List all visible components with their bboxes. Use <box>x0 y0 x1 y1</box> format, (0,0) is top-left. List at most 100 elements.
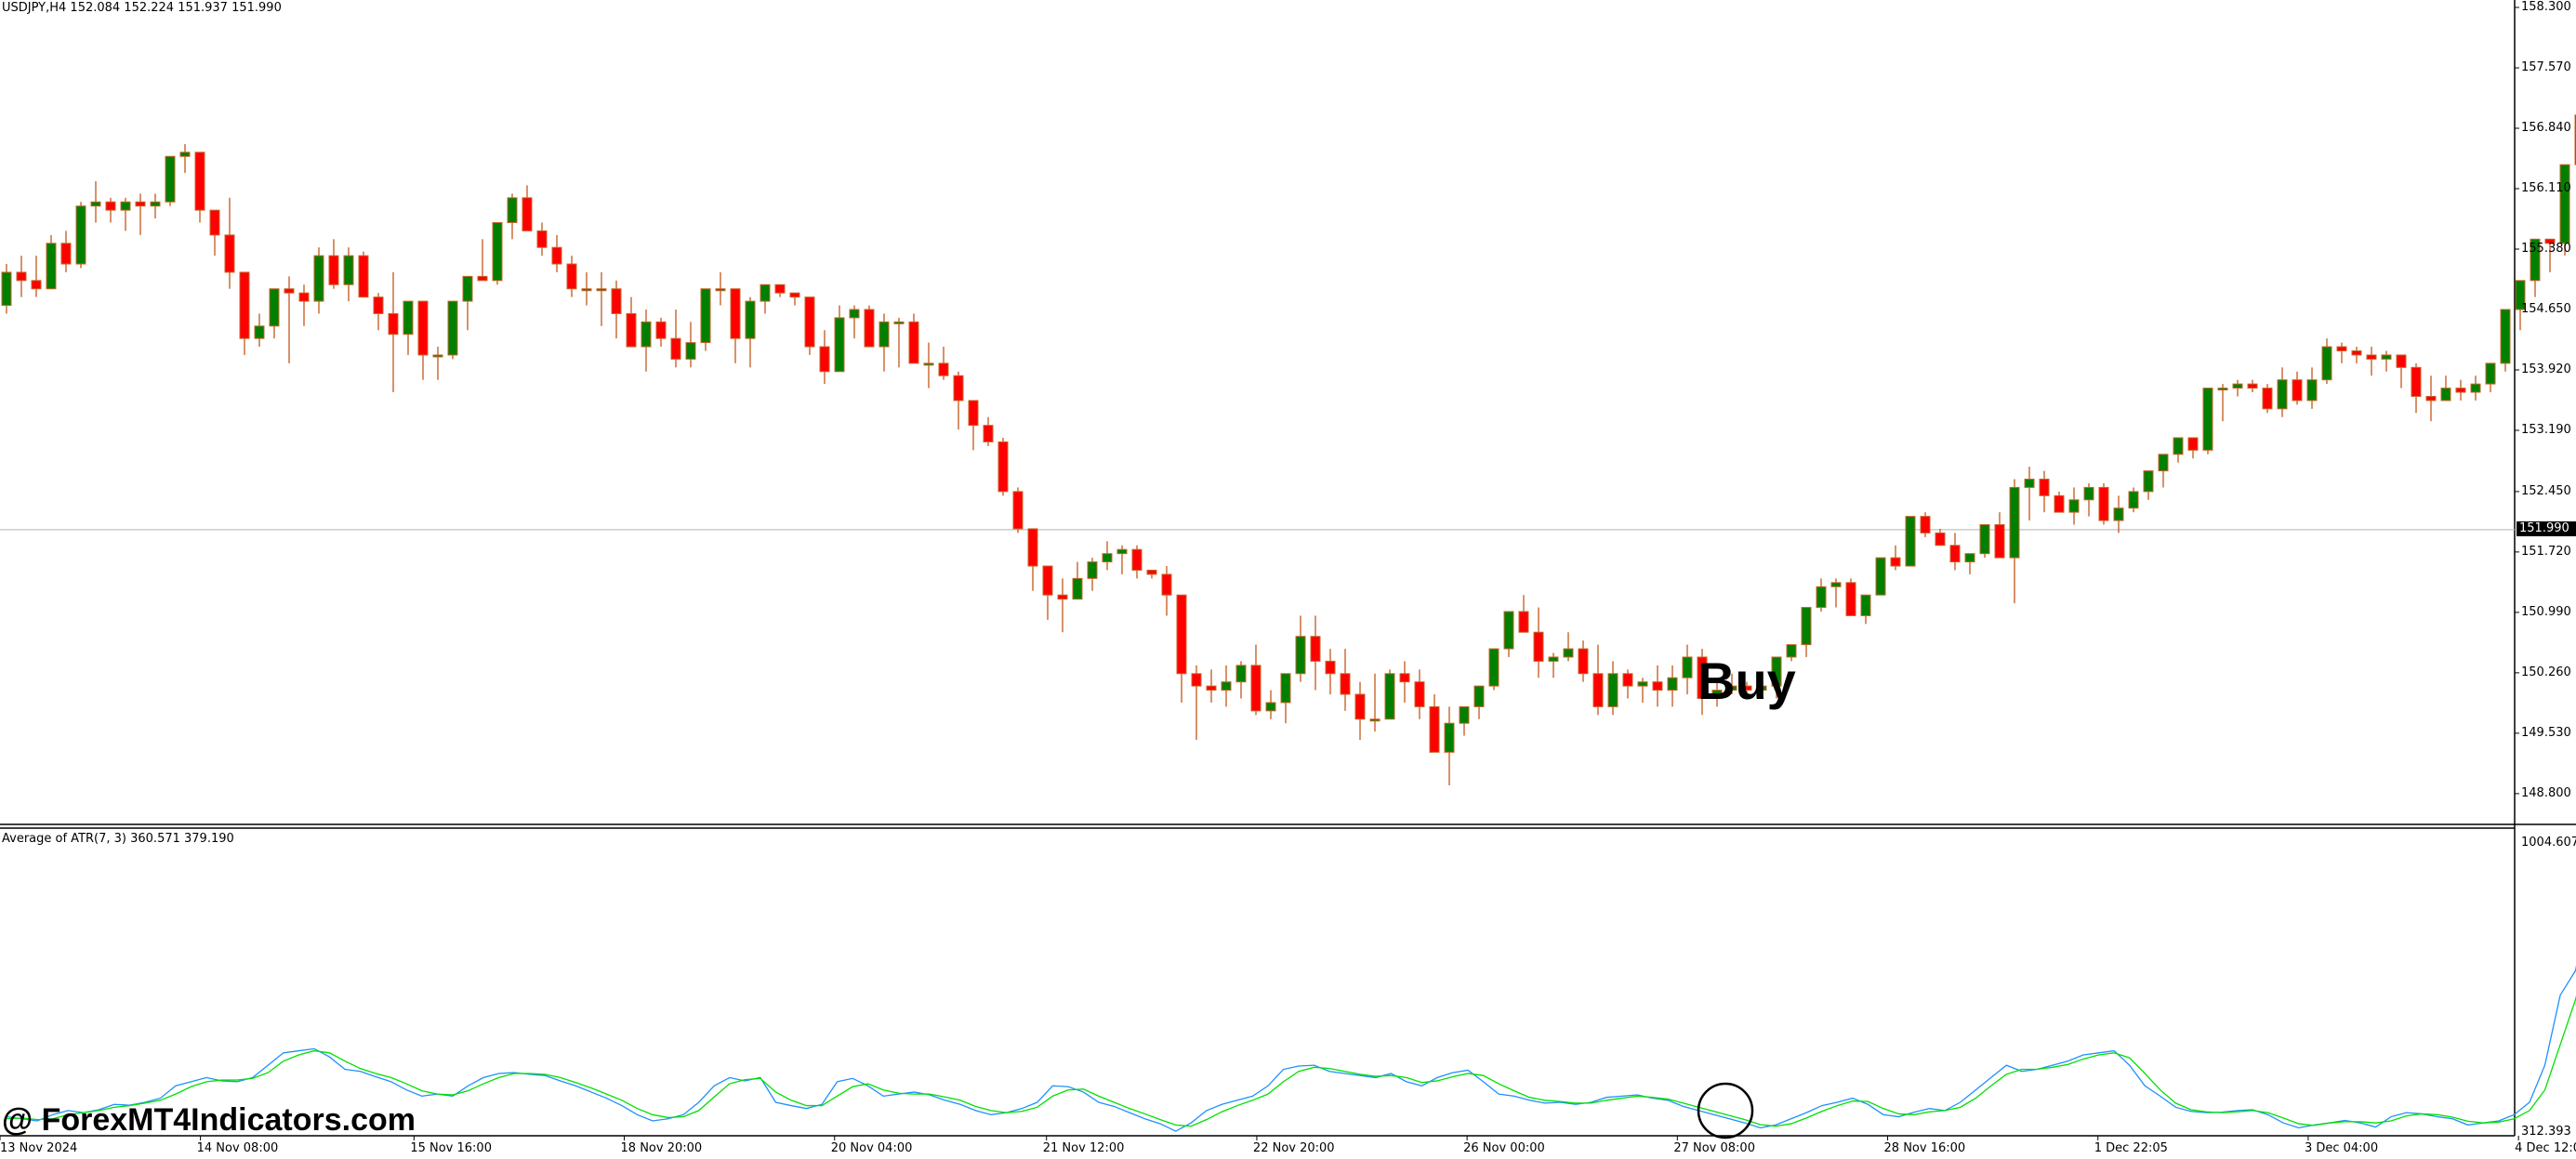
bear-candle[interactable] <box>2455 388 2466 393</box>
bull-candle[interactable] <box>2113 507 2124 521</box>
bull-candle[interactable] <box>2173 437 2184 455</box>
bear-candle[interactable] <box>1994 524 2005 559</box>
bull-candle[interactable] <box>403 300 414 336</box>
bear-candle[interactable] <box>2425 395 2437 402</box>
bear-candle[interactable] <box>774 283 786 294</box>
bear-candle[interactable] <box>804 296 815 348</box>
bull-candle[interactable] <box>179 151 191 157</box>
bear-candle[interactable] <box>60 243 72 265</box>
bull-candle[interactable] <box>150 201 161 207</box>
bull-candle[interactable] <box>90 201 101 207</box>
bear-candle[interactable] <box>670 337 681 360</box>
bull-candle[interactable] <box>2143 470 2154 493</box>
bull-candle[interactable] <box>1235 665 1247 683</box>
bull-candle[interactable] <box>2306 379 2318 402</box>
bear-candle[interactable] <box>31 280 42 290</box>
bull-candle[interactable] <box>1295 636 1306 675</box>
bull-candle[interactable] <box>432 354 443 358</box>
bear-candle[interactable] <box>968 400 979 427</box>
bull-candle[interactable] <box>1503 611 1514 650</box>
bull-candle[interactable] <box>2158 454 2169 472</box>
bear-candle[interactable] <box>1325 660 1336 675</box>
bear-candle[interactable] <box>1057 594 1068 600</box>
bear-candle[interactable] <box>2292 379 2303 402</box>
bull-candle[interactable] <box>1682 656 1693 678</box>
bull-candle[interactable] <box>1667 677 1678 691</box>
bear-candle[interactable] <box>1697 656 1708 699</box>
bear-candle[interactable] <box>1935 532 1946 547</box>
bull-candle[interactable] <box>2024 479 2035 488</box>
bull-candle[interactable] <box>1488 648 1499 687</box>
bull-candle[interactable] <box>1816 586 1827 609</box>
bull-candle[interactable] <box>1087 561 1098 579</box>
bear-candle[interactable] <box>1845 582 1856 616</box>
bear-candle[interactable] <box>1533 631 1544 662</box>
bull-candle[interactable] <box>1384 673 1395 720</box>
bear-candle[interactable] <box>2544 238 2556 244</box>
bull-candle[interactable] <box>1473 685 1485 707</box>
bear-candle[interactable] <box>1027 528 1038 567</box>
bear-candle[interactable] <box>1652 681 1663 691</box>
bear-candle[interactable] <box>2247 383 2258 389</box>
bear-candle[interactable] <box>2039 479 2050 496</box>
bear-candle[interactable] <box>105 201 116 211</box>
bull-candle[interactable] <box>760 283 771 302</box>
bull-candle[interactable] <box>1801 607 1812 646</box>
bear-candle[interactable] <box>1250 665 1262 712</box>
bear-candle[interactable] <box>388 312 399 336</box>
bear-candle[interactable] <box>1414 681 1425 707</box>
bear-candle[interactable] <box>417 300 429 356</box>
bull-candle[interactable] <box>507 197 518 224</box>
bear-candle[interactable] <box>1354 693 1366 720</box>
bull-candle[interactable] <box>1860 594 1871 616</box>
bear-candle[interactable] <box>209 209 220 236</box>
bull-candle[interactable] <box>1875 557 1886 596</box>
bull-candle[interactable] <box>1444 722 1455 753</box>
bear-candle[interactable] <box>1949 545 1961 563</box>
bull-candle[interactable] <box>165 155 176 203</box>
bull-candle[interactable] <box>1756 685 1767 691</box>
bear-candle[interactable] <box>566 263 577 290</box>
bear-candle[interactable] <box>1429 705 1440 753</box>
bear-candle[interactable] <box>611 288 622 314</box>
bull-candle[interactable] <box>834 317 845 373</box>
bear-candle[interactable] <box>1399 673 1410 683</box>
bull-candle[interactable] <box>1830 582 1842 587</box>
bull-candle[interactable] <box>1726 685 1737 691</box>
bear-candle[interactable] <box>2098 486 2109 521</box>
bull-candle[interactable] <box>2217 388 2228 391</box>
bear-candle[interactable] <box>2336 346 2347 352</box>
bear-candle[interactable] <box>298 292 310 302</box>
bull-candle[interactable] <box>1116 548 1128 555</box>
bull-candle[interactable] <box>1563 648 1574 658</box>
bull-candle[interactable] <box>1979 524 1990 555</box>
bull-candle[interactable] <box>1459 705 1470 724</box>
bull-candle[interactable] <box>596 288 607 292</box>
bear-candle[interactable] <box>2366 354 2377 360</box>
bear-candle[interactable] <box>2396 354 2407 368</box>
bull-candle[interactable] <box>2128 491 2139 509</box>
bear-candle[interactable] <box>373 296 384 314</box>
bull-candle[interactable] <box>923 362 934 366</box>
bull-candle[interactable] <box>2083 486 2094 501</box>
bull-candle[interactable] <box>1369 718 1380 722</box>
bull-candle[interactable] <box>2232 383 2243 389</box>
bull-candle[interactable] <box>2068 499 2080 513</box>
bear-candle[interactable] <box>239 271 250 339</box>
bear-candle[interactable] <box>1578 648 1589 675</box>
bear-candle[interactable] <box>194 151 205 211</box>
bear-candle[interactable] <box>730 288 741 339</box>
bull-candle[interactable] <box>2202 388 2213 451</box>
bear-candle[interactable] <box>2351 350 2362 356</box>
bear-candle[interactable] <box>938 362 949 376</box>
bear-candle[interactable] <box>1146 569 1157 575</box>
bear-candle[interactable] <box>284 288 295 294</box>
bear-candle[interactable] <box>328 255 339 285</box>
bear-candle[interactable] <box>983 425 994 442</box>
bull-candle[interactable] <box>120 201 131 211</box>
bear-candle[interactable] <box>477 275 488 282</box>
bull-candle[interactable] <box>1102 553 1113 563</box>
bull-candle[interactable] <box>1607 673 1618 707</box>
bull-candle[interactable] <box>462 275 473 302</box>
bull-candle[interactable] <box>492 222 503 282</box>
